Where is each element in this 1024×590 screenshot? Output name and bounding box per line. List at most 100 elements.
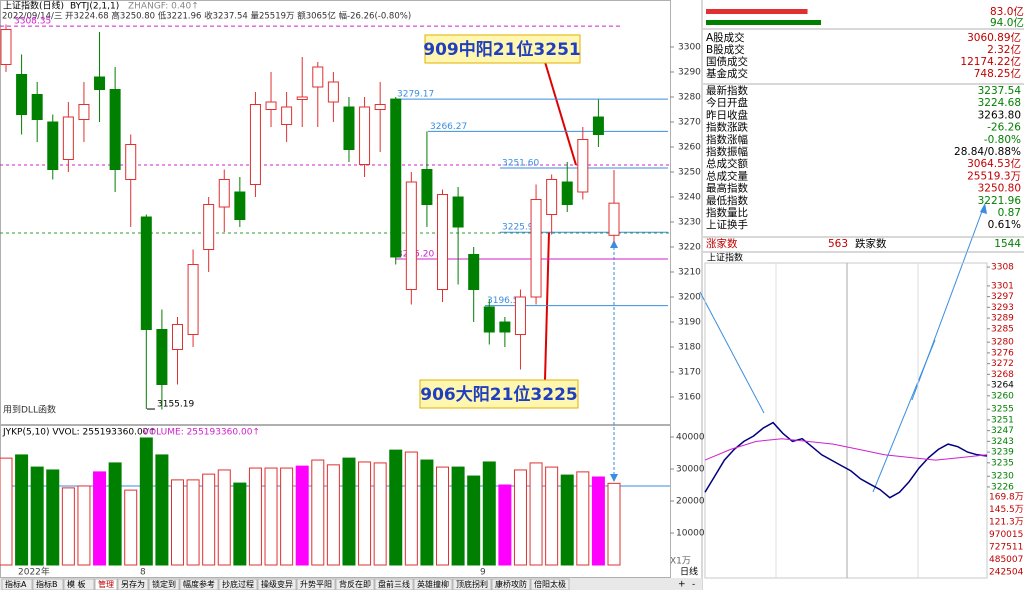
tab[interactable]: [335, 578, 375, 590]
candle-body: [47, 121, 59, 170]
tab-label[interactable]: 顶底拐利: [456, 579, 488, 589]
period[interactable]: 日线: [680, 566, 698, 578]
tab[interactable]: [218, 578, 258, 590]
y-tick-label: 30000: [676, 465, 705, 475]
tab-label[interactable]: 操级变异: [261, 579, 293, 589]
candle-body: [94, 76, 106, 90]
volume-bar: [0, 457, 13, 566]
arrow: [872, 339, 936, 493]
tab-label[interactable]: 抄底过程: [222, 579, 254, 589]
y-tick-label: 3285: [991, 324, 1014, 334]
volume-axis-label: 242504: [989, 568, 1024, 578]
candle-body: [499, 321, 511, 333]
volume-bar: [436, 466, 450, 566]
tab[interactable]: [148, 578, 180, 590]
tab[interactable]: [452, 578, 492, 590]
tab-label[interactable]: 英雄撞柳: [417, 579, 449, 589]
y-tick-label: 10000: [676, 529, 705, 539]
row-label: 基金成交: [706, 67, 748, 80]
volume-bar: [108, 462, 122, 566]
level-label: 3266.27: [430, 122, 467, 132]
tab-label[interactable]: 指标A: [5, 579, 27, 589]
candle-body: [187, 264, 199, 335]
callout-box: [424, 34, 581, 64]
y-tick-label: 3230: [678, 218, 701, 228]
volume-bar: [217, 469, 231, 566]
volume-bar: [560, 474, 574, 566]
tab[interactable]: [257, 578, 297, 590]
y-tick-label: 3255: [991, 405, 1014, 415]
volume-bar: [46, 469, 60, 566]
candle-body: [125, 144, 137, 180]
main-frame: [0, 0, 671, 425]
tab[interactable]: [179, 578, 219, 590]
zoom-in[interactable]: +: [678, 580, 686, 590]
zoom-out[interactable]: -: [692, 580, 695, 590]
candle-body: [0, 29, 12, 65]
y-tick-label: 3300: [678, 43, 701, 53]
tab-label[interactable]: 锁定到: [152, 579, 176, 589]
volume-bar: [61, 487, 75, 566]
level-label: 3225.91: [502, 223, 539, 233]
row-value: 0.61%: [988, 219, 1021, 231]
tab-label[interactable]: 幅度参考: [183, 579, 215, 589]
volume-bar: [15, 454, 29, 566]
volume-bar: [545, 466, 559, 566]
candle-body: [249, 104, 261, 185]
candle-body: [62, 116, 74, 160]
row-value: 3263.80: [978, 109, 1021, 121]
tab[interactable]: [94, 578, 118, 590]
volume-bar: [342, 457, 356, 566]
down-count: 1544: [994, 238, 1021, 250]
volume-bar: [591, 476, 605, 566]
tab[interactable]: [296, 578, 336, 590]
row-value: -0.80%: [984, 134, 1021, 146]
tab-label[interactable]: 指标B: [36, 579, 58, 589]
row-label: B股成交: [706, 43, 745, 56]
tab[interactable]: [374, 578, 414, 590]
candle-body: [405, 181, 417, 290]
row-label: 今日开盘: [706, 96, 748, 109]
tab[interactable]: [32, 578, 64, 590]
tab-label[interactable]: 背反在即: [339, 579, 371, 589]
y-tick-label: 3210: [678, 268, 701, 278]
tab-label[interactable]: 康桥攻防: [495, 579, 527, 589]
tab-label[interactable]: 倍阳太极: [534, 579, 566, 589]
tab[interactable]: [413, 578, 453, 590]
y-tick-label: 3293: [991, 303, 1014, 313]
volume-bar: [451, 466, 465, 566]
x-label: 9: [480, 568, 486, 578]
level-label: 3196.54: [487, 296, 524, 306]
row-label: A股成交: [706, 31, 745, 44]
volume-bar: [186, 479, 200, 566]
y-tick-label: 3160: [678, 393, 701, 403]
tab[interactable]: [1, 578, 33, 590]
candle-body: [312, 66, 324, 88]
volume-bar: [576, 471, 590, 566]
x-label: 2022年: [18, 566, 50, 578]
tab-label[interactable]: 升势平阳: [300, 579, 332, 589]
candle-body: [592, 116, 604, 135]
candle-body: [390, 98, 402, 258]
tab[interactable]: [530, 578, 570, 590]
tab-label[interactable]: 模 板: [67, 579, 86, 589]
tab-label[interactable]: 管理: [98, 579, 114, 589]
callout-text: 909中阳21位3251: [423, 39, 580, 60]
intraday-frame: [704, 262, 988, 579]
y-tick-label: 3301: [991, 281, 1014, 291]
row-label: 最新指数: [706, 84, 748, 97]
tab[interactable]: [63, 578, 95, 590]
candle-body: [218, 179, 230, 208]
volume-bar: [529, 462, 543, 566]
tab[interactable]: [117, 578, 149, 590]
volume-bar: [264, 467, 278, 566]
tab[interactable]: [491, 578, 531, 590]
row-label: 最高指数: [706, 182, 748, 195]
y-tick-label: 3272: [991, 359, 1014, 369]
tab-label[interactable]: 另存为: [121, 579, 145, 589]
row-label: 指数涨跌: [706, 121, 748, 134]
tab-label[interactable]: 盘前三线: [378, 579, 410, 589]
level-label: 3155.19: [157, 400, 194, 410]
chart-title: 上证指数(日线): [3, 0, 64, 12]
